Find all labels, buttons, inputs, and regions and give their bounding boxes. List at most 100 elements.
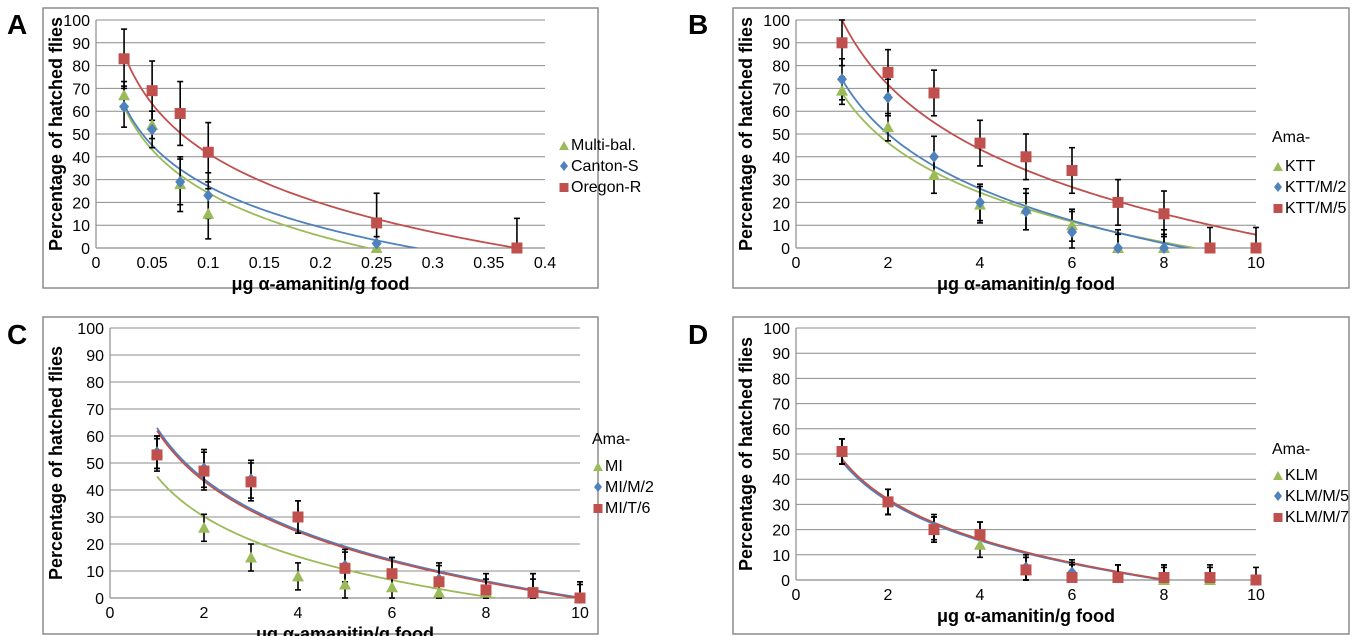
data-point-canton-s bbox=[203, 189, 214, 202]
x-tick-label: 4 bbox=[294, 605, 303, 622]
x-tick-label: 2 bbox=[884, 255, 893, 272]
y-tick-label: 30 bbox=[772, 497, 790, 514]
y-axis-title: Percentage of hatched flies bbox=[736, 337, 756, 571]
y-tick-label: 20 bbox=[72, 195, 90, 212]
data-point-oregon-r bbox=[511, 242, 523, 254]
panel-letter: B bbox=[688, 9, 708, 40]
y-tick-label: 100 bbox=[63, 13, 90, 30]
legend-marker bbox=[1274, 182, 1282, 192]
data-point-mi bbox=[198, 521, 210, 533]
legend-title: Ama- bbox=[592, 431, 630, 448]
y-tick-label: 70 bbox=[86, 402, 104, 419]
data-point-ktt-m-5 bbox=[974, 137, 986, 149]
y-axis-title: Percentage of hatched flies bbox=[46, 17, 66, 251]
x-tick-label: 0 bbox=[792, 587, 801, 604]
data-point-mi-t-6 bbox=[480, 584, 492, 596]
data-point-ktt-m-5 bbox=[882, 66, 894, 78]
legend: Multi-bal. Canton-S Oregon-R bbox=[559, 137, 641, 196]
x-axis-title: μg α-amanitin/g food bbox=[256, 624, 434, 636]
x-tick-label: 8 bbox=[1160, 587, 1169, 604]
y-tick-label: 80 bbox=[72, 59, 90, 76]
fit-curve-oregon-r bbox=[123, 53, 521, 248]
y-tick-label: 90 bbox=[86, 348, 104, 365]
data-point-klm-m-7 bbox=[1250, 574, 1262, 586]
data-point-ktt-m-2 bbox=[837, 73, 847, 86]
x-tick-label: 0.4 bbox=[534, 255, 556, 272]
x-tick-label: 0.35 bbox=[473, 255, 504, 272]
legend-marker bbox=[1274, 491, 1282, 501]
chart-panel-c: C 0 10 20 30 40 50 60 70 80 90 100 0 2 4 6 8 10 Percentage… bbox=[7, 316, 654, 636]
y-tick-label: 0 bbox=[81, 241, 90, 258]
data-point-klm-m-7 bbox=[1158, 571, 1170, 583]
data-point-klm bbox=[974, 538, 986, 550]
y-tick-label: 50 bbox=[86, 456, 104, 473]
legend-label: MI bbox=[605, 458, 623, 475]
data-point-mi-t-6 bbox=[527, 587, 539, 599]
y-tick-label: 10 bbox=[72, 218, 90, 235]
y-tick-label: 40 bbox=[772, 150, 790, 167]
legend-label: KLM bbox=[1285, 467, 1318, 484]
x-tick-label: 0.15 bbox=[249, 255, 280, 272]
fit-curve-mi-m-2 bbox=[156, 427, 580, 598]
y-tick-label: 0 bbox=[781, 241, 790, 258]
data-point-klm-m-7 bbox=[1020, 564, 1032, 576]
data-point-ktt-m-2 bbox=[1113, 242, 1123, 254]
data-point-ktt-m-2 bbox=[975, 196, 985, 209]
data-point-ktt-m-5 bbox=[836, 37, 848, 49]
x-tick-label: 0 bbox=[92, 255, 101, 272]
x-tick-label: 10 bbox=[1247, 587, 1265, 604]
y-tick-label: 20 bbox=[772, 523, 790, 540]
y-tick-label: 30 bbox=[86, 510, 104, 527]
y-axis-title: Percentage of hatched flies bbox=[46, 346, 66, 580]
x-tick-label: 6 bbox=[388, 605, 397, 622]
x-tick-label: 2 bbox=[884, 587, 893, 604]
x-tick-label: 8 bbox=[1160, 255, 1169, 272]
legend-marker bbox=[560, 161, 568, 171]
data-point-klm-m-7 bbox=[882, 496, 894, 508]
data-point-klm-m-7 bbox=[836, 445, 848, 457]
data-point-mi-t-6 bbox=[433, 576, 445, 588]
y-tick-label: 50 bbox=[772, 127, 790, 144]
y-tick-label: 100 bbox=[763, 321, 790, 338]
y-tick-label: 10 bbox=[772, 548, 790, 565]
data-point-canton-s bbox=[175, 175, 186, 188]
fit-curve-multi-bal- bbox=[123, 106, 370, 248]
data-point-ktt-m-5 bbox=[1204, 242, 1216, 254]
y-tick-label: 10 bbox=[772, 218, 790, 235]
x-tick-label: 0.2 bbox=[309, 255, 331, 272]
y-tick-label: 90 bbox=[772, 346, 790, 363]
legend-label: KLM/M/7 bbox=[1285, 509, 1349, 526]
x-tick-label: 10 bbox=[1247, 255, 1265, 272]
y-tick-label: 0 bbox=[781, 573, 790, 590]
x-tick-label: 0.05 bbox=[137, 255, 168, 272]
chart-panel-b: B 0 10 20 30 40 50 60 70 80 90 100 0 2 4 6 8 10 Percentage… bbox=[688, 7, 1350, 294]
data-point-oregon-r bbox=[118, 53, 130, 65]
data-point-mi-t-6 bbox=[198, 465, 210, 477]
legend-label: KTT/M/5 bbox=[1285, 200, 1346, 217]
x-tick-label: 2 bbox=[200, 605, 209, 622]
panel-frame bbox=[42, 7, 599, 289]
data-point-ktt-m-5 bbox=[1020, 151, 1032, 163]
legend: Ama- KLM KLM/M/5 KLM/M/7 bbox=[1272, 441, 1349, 526]
y-tick-label: 50 bbox=[772, 447, 790, 464]
x-tick-label: 6 bbox=[1068, 255, 1077, 272]
x-tick-label: 0 bbox=[106, 605, 115, 622]
x-tick-label: 0.1 bbox=[197, 255, 219, 272]
x-tick-label: 6 bbox=[1068, 587, 1077, 604]
y-tick-label: 70 bbox=[72, 81, 90, 98]
y-tick-label: 80 bbox=[772, 59, 790, 76]
data-point-canton-s bbox=[147, 123, 158, 136]
x-tick-label: 10 bbox=[571, 605, 589, 622]
data-point-mi-t-6 bbox=[245, 476, 257, 488]
legend-label: KTT bbox=[1285, 158, 1315, 175]
data-point-ktt-m-2 bbox=[1159, 242, 1169, 254]
data-point-ktt-m-2 bbox=[1067, 226, 1077, 239]
legend: Ama- KTT KTT/M/2 KTT/M/5 bbox=[1272, 129, 1346, 217]
y-tick-label: 40 bbox=[72, 150, 90, 167]
y-tick-label: 80 bbox=[772, 371, 790, 388]
data-point-mi-t-6 bbox=[339, 562, 351, 574]
legend-label: MI/M/2 bbox=[605, 479, 654, 496]
data-point-ktt bbox=[1066, 219, 1078, 231]
fit-curve-ktt-m-5 bbox=[841, 19, 1256, 236]
legend-marker bbox=[593, 504, 603, 513]
